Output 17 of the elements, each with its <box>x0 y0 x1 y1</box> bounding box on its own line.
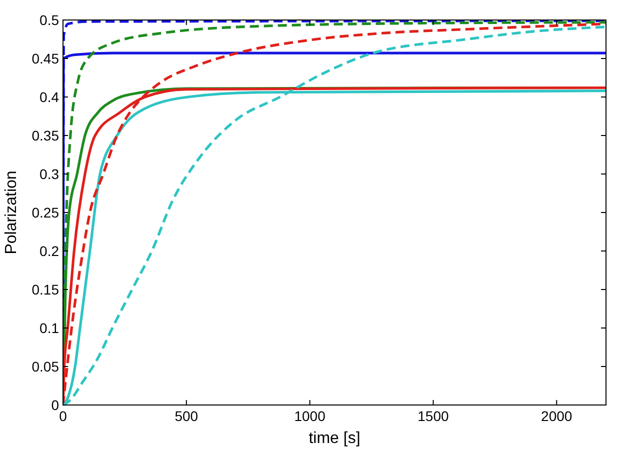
y-tick-label: 0.1 <box>40 320 60 336</box>
x-tick-label: 1000 <box>294 408 326 424</box>
y-axis-title: Polarization <box>3 170 20 254</box>
y-tick-label: 0.45 <box>32 50 60 66</box>
y-tick-label: 0.5 <box>40 12 60 28</box>
y-tick-label: 0.25 <box>32 204 60 220</box>
x-tick-label: 1500 <box>418 408 450 424</box>
y-tick-label: 0.35 <box>32 127 60 144</box>
y-tick-label: 0.4 <box>40 88 60 105</box>
x-tick-label: 2000 <box>541 408 572 424</box>
y-tick-label: 0.15 <box>32 281 60 298</box>
x-tick-label: 500 <box>174 408 198 424</box>
y-tick-label: 0.2 <box>40 242 60 259</box>
y-tick-label: 0 <box>51 396 60 413</box>
y-tick-label: 0.05 <box>32 358 60 374</box>
x-axis-title: time [s] <box>308 430 360 447</box>
y-tick-label: 0.3 <box>40 166 60 182</box>
